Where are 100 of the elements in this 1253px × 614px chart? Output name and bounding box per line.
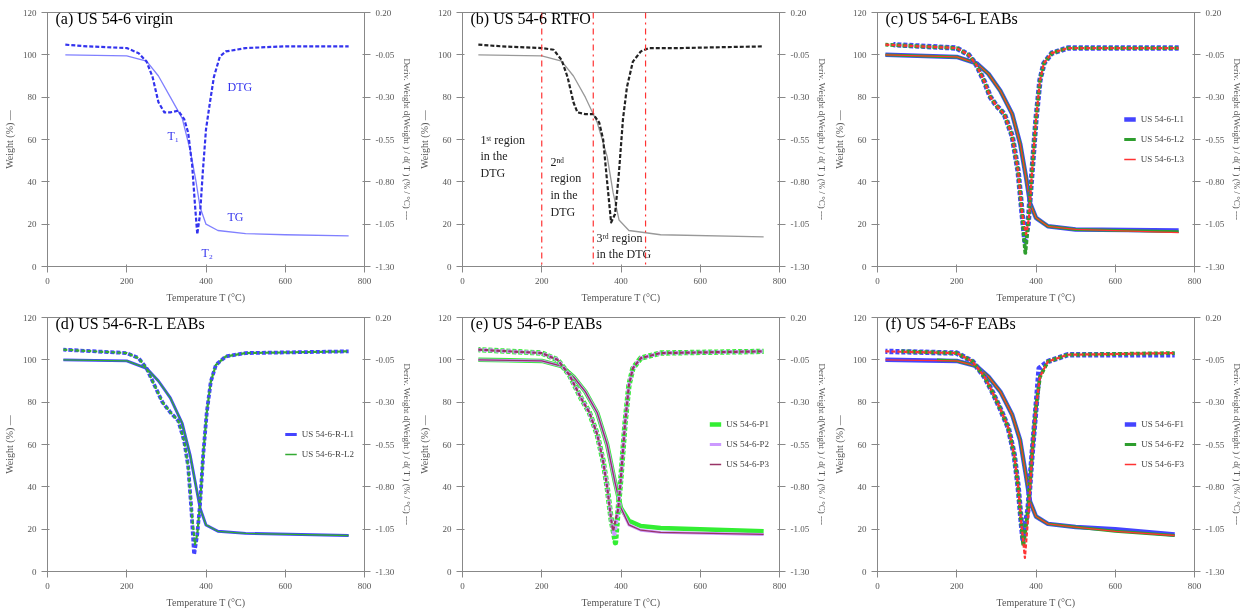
y2-tick-label: -1.30 (375, 566, 395, 577)
y2-tick-label: -1.30 (790, 566, 810, 577)
x-tick-label: 400 (199, 580, 214, 591)
x-tick-label: 200 (120, 275, 134, 286)
legend-label: US 54-6-F2 (1141, 439, 1184, 449)
y2-tick-label: -1.05 (1205, 524, 1225, 535)
y2-tick-label: 0.20 (375, 312, 392, 323)
y2-tick-label: -0.30 (790, 397, 810, 408)
y2-tick-label: -0.80 (790, 481, 810, 492)
x-tick-label: 200 (950, 275, 964, 286)
y-tick-label: 100 (853, 49, 867, 60)
y2-tick-label: -0.80 (1205, 176, 1225, 187)
y-tick-label: 60 (857, 439, 867, 450)
y-tick-label: 100 (23, 354, 37, 365)
legend-label: US 54-6-P2 (726, 439, 769, 449)
y2-tick-label: 0.20 (1205, 312, 1222, 323)
y-tick-label: 100 (23, 49, 37, 60)
x-tick-label: 800 (1187, 580, 1202, 591)
y2-tick-label: 0.20 (1205, 7, 1222, 18)
y-tick-label: 60 (857, 134, 867, 145)
y2-tick-label: -0.55 (1205, 134, 1225, 145)
y-tick-label: 40 (27, 481, 37, 492)
y2-tick-label: -0.05 (375, 49, 395, 60)
annotation: T₁ (167, 128, 180, 143)
y-tick-label: 80 (857, 92, 867, 103)
x-tick-label: 200 (950, 580, 964, 591)
x-tick-label: 0 (460, 275, 466, 286)
annotation: DTG (227, 79, 253, 94)
y2-tick-label: -0.05 (790, 354, 810, 365)
y-tick-label: 60 (27, 439, 37, 450)
y2-axis-title: Deriv. Weight d(Weight ) / d( T ) (% / °C) --- (1232, 363, 1243, 526)
x-tick-label: 400 (614, 580, 629, 591)
y2-axis-title: Deriv. Weight d(Weight ) / d( T ) (% / °C) --- (402, 363, 413, 526)
y-tick-label: 0 (447, 261, 452, 272)
y2-tick-label: -0.30 (1205, 92, 1225, 103)
x-tick-label: 600 (1108, 580, 1123, 591)
chart-title: (d) US 54-6-R-L EABs (55, 314, 205, 333)
y2-tick-label: -0.05 (1205, 354, 1225, 365)
x-tick-label: 800 (357, 275, 372, 286)
annotation: 3ʳᵈ region in the DTG (596, 230, 652, 262)
chart-title: (c) US 54-6-L EABs (885, 9, 1018, 28)
y-tick-label: 100 (438, 354, 452, 365)
y2-axis-title: Deriv. Weight d(Weight ) / d( T ) (% / °C) --- (402, 58, 413, 221)
chart-title: (a) US 54-6 virgin (55, 9, 173, 28)
x-tick-label: 0 (875, 580, 881, 591)
x-axis-title: Temperature T (°C) (996, 291, 1076, 304)
y2-tick-label: -1.05 (1205, 219, 1225, 230)
y-tick-label: 20 (27, 524, 37, 535)
x-tick-label: 400 (1029, 275, 1044, 286)
legend-label: US 54-6-P1 (726, 419, 769, 429)
annotation: TG (227, 209, 244, 224)
y2-tick-label: -0.30 (375, 92, 395, 103)
y-tick-label: 100 (438, 49, 452, 60)
y-axis-title: Weight (%) — (4, 414, 16, 474)
chart-title: (f) US 54-6-F EABs (885, 314, 1016, 333)
y2-tick-label: -1.05 (375, 219, 395, 230)
y2-tick-label: -0.30 (790, 92, 810, 103)
y-tick-label: 40 (442, 481, 452, 492)
y2-tick-label: -0.80 (790, 176, 810, 187)
annotation: 2ⁿᵈ region in the DTG (550, 154, 582, 219)
y2-tick-label: -0.80 (375, 481, 395, 492)
x-tick-label: 400 (199, 275, 214, 286)
y2-tick-label: -1.30 (375, 261, 395, 272)
y-axis-title: Weight (%) — (4, 109, 16, 169)
x-tick-label: 200 (535, 275, 549, 286)
chart-title: (e) US 54-6-P EABs (470, 314, 602, 333)
legend-label: US 54-6-R-L2 (301, 449, 354, 459)
y-tick-label: 120 (23, 7, 37, 18)
chart-title: (b) US 54-6 RTFO (470, 9, 591, 28)
x-axis-title: Temperature T (°C) (581, 291, 661, 304)
y-tick-label: 120 (853, 312, 867, 323)
y-tick-label: 80 (442, 92, 452, 103)
x-axis-title: Temperature T (°C) (581, 596, 661, 609)
y-tick-label: 20 (442, 219, 452, 230)
x-tick-label: 800 (772, 580, 787, 591)
y2-tick-label: -0.55 (1205, 439, 1225, 450)
y2-tick-label: -0.05 (1205, 49, 1225, 60)
y-tick-label: 80 (442, 397, 452, 408)
x-tick-label: 200 (535, 580, 549, 591)
y-tick-label: 20 (442, 524, 452, 535)
y-tick-label: 60 (442, 134, 452, 145)
y-tick-label: 20 (27, 219, 37, 230)
x-tick-label: 0 (875, 275, 881, 286)
y-axis-title: Weight (%) — (834, 414, 846, 474)
legend-label: US 54-6-F1 (1141, 419, 1184, 429)
y2-tick-label: -1.30 (1205, 566, 1225, 577)
y2-tick-label: -0.05 (790, 49, 810, 60)
y2-tick-label: -0.30 (1205, 397, 1225, 408)
y-tick-label: 0 (32, 261, 37, 272)
y-tick-label: 80 (27, 397, 37, 408)
y-tick-label: 20 (857, 219, 867, 230)
x-tick-label: 600 (278, 275, 293, 286)
y2-tick-label: 0.20 (790, 7, 807, 18)
y-tick-label: 20 (857, 524, 867, 535)
x-tick-label: 800 (1187, 275, 1202, 286)
x-tick-label: 0 (460, 580, 466, 591)
x-tick-label: 200 (120, 580, 134, 591)
legend-label: US 54-6-P3 (726, 459, 769, 469)
x-tick-label: 0 (45, 275, 51, 286)
y2-tick-label: -1.05 (375, 524, 395, 535)
